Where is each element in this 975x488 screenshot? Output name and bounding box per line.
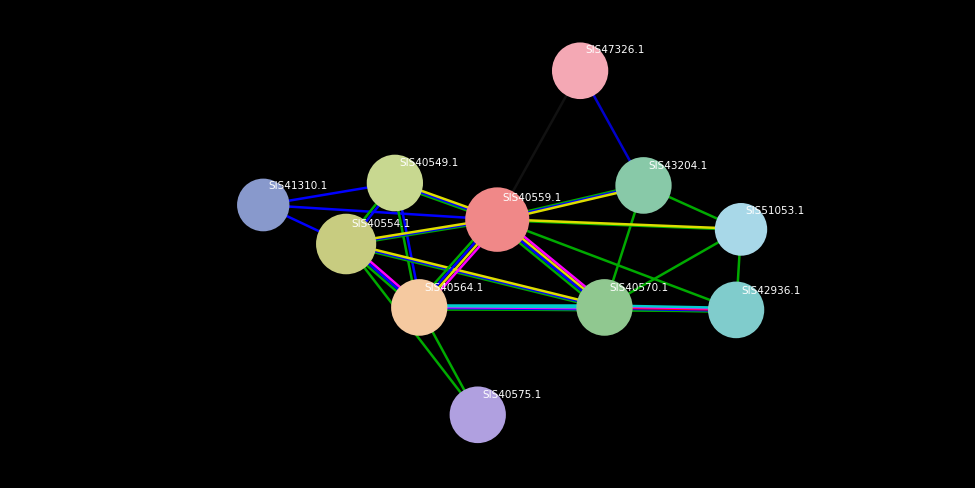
Text: SIS40570.1: SIS40570.1: [609, 283, 669, 293]
Text: SIS40549.1: SIS40549.1: [400, 159, 459, 168]
Text: SIS47326.1: SIS47326.1: [585, 45, 644, 55]
Ellipse shape: [466, 188, 528, 251]
Ellipse shape: [716, 204, 766, 255]
Ellipse shape: [392, 280, 447, 335]
Text: SIS42936.1: SIS42936.1: [741, 286, 800, 296]
Ellipse shape: [709, 283, 763, 337]
Text: SIS43204.1: SIS43204.1: [648, 161, 708, 171]
Ellipse shape: [317, 215, 375, 273]
Text: SIS40559.1: SIS40559.1: [502, 194, 562, 203]
Ellipse shape: [368, 156, 422, 210]
Ellipse shape: [616, 158, 671, 213]
Text: SIS40564.1: SIS40564.1: [424, 283, 484, 293]
Ellipse shape: [553, 43, 607, 98]
Text: SIS40554.1: SIS40554.1: [351, 220, 410, 229]
Ellipse shape: [450, 387, 505, 442]
Text: SIS41310.1: SIS41310.1: [268, 182, 328, 191]
Text: SIS40575.1: SIS40575.1: [483, 390, 542, 400]
Ellipse shape: [577, 280, 632, 335]
Ellipse shape: [238, 180, 289, 230]
Text: SIS51053.1: SIS51053.1: [746, 206, 805, 216]
